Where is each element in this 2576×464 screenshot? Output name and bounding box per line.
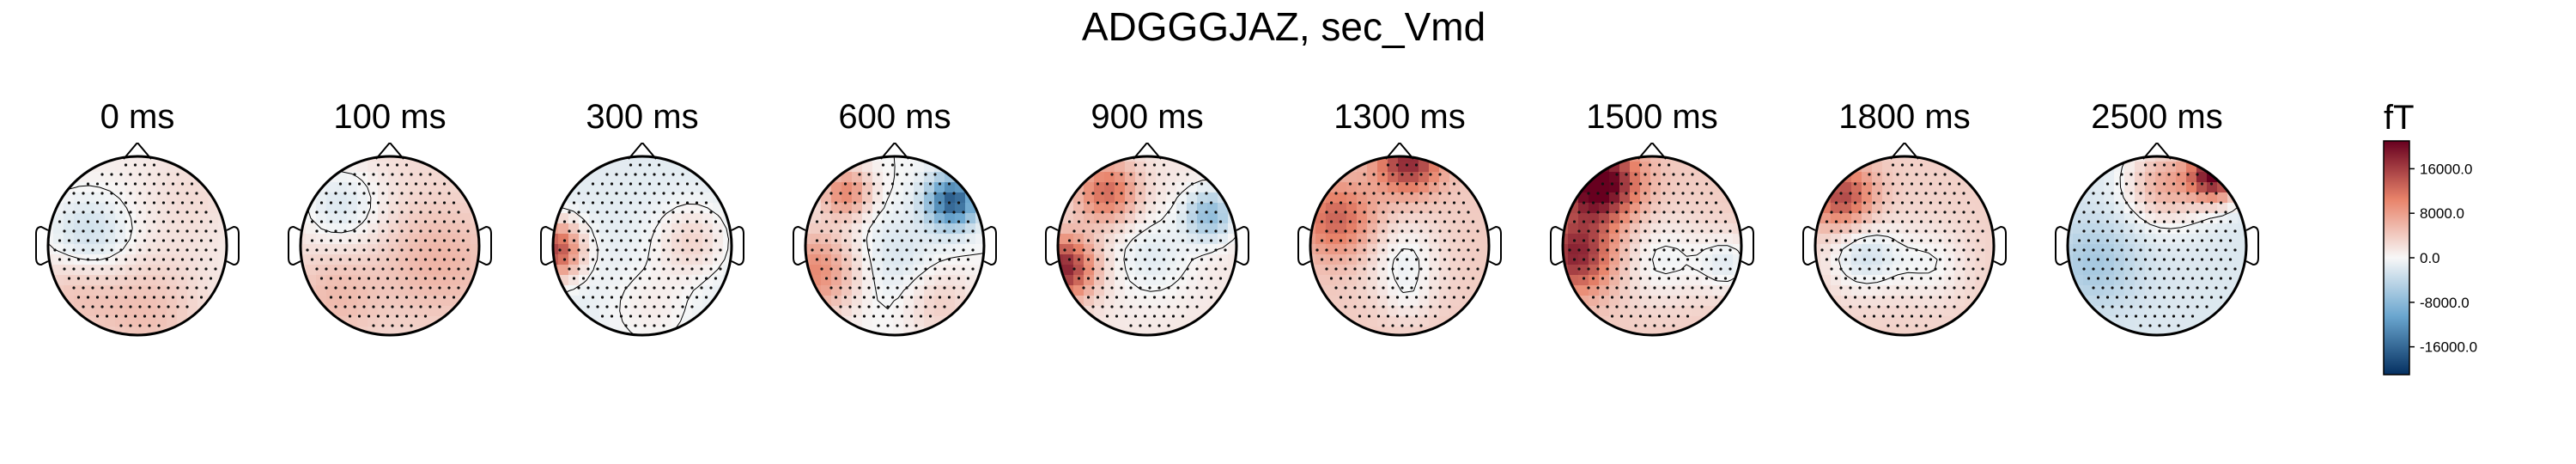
topomap-head (540, 143, 744, 337)
nose-outline (1385, 143, 1414, 160)
figure-title: ADGGGJAZ, sec_Vmd (1081, 4, 1486, 49)
head-outline (551, 155, 733, 337)
left-ear-outline (793, 225, 806, 266)
topomap-time-label: 2500 ms (2091, 98, 2223, 136)
right-ear-outline (1741, 225, 1754, 266)
left-ear-outline (1045, 225, 1059, 266)
topomap-0-ms: 0 ms (26, 93, 249, 368)
nose-outline (1890, 143, 1919, 160)
sensor-dots (1568, 163, 1732, 327)
head-outline (2066, 155, 2248, 337)
colorbar-gradient (2383, 140, 2410, 375)
topomap-head (793, 143, 997, 337)
colorbar: 16000.0 8000.0 0.0 -8000.0 -16000.0 (2383, 140, 2477, 375)
head-outline (1309, 155, 1491, 337)
left-ear-outline (1297, 225, 1311, 266)
topomap-time-label: 0 ms (100, 98, 175, 136)
topomap-time-label: 1300 ms (1334, 98, 1466, 136)
topomap-1800-ms: 1800 ms (1793, 93, 2016, 368)
topomap-2500-ms: 2500 ms (2045, 93, 2269, 368)
topomap-time-label: 100 ms (333, 98, 447, 136)
left-ear-outline (2055, 225, 2069, 266)
left-ear-outline (35, 225, 49, 266)
right-ear-outline (2245, 225, 2259, 266)
topomap-1300-ms: 1300 ms (1288, 93, 1511, 368)
topomap-head (1297, 143, 1502, 337)
topomap-600-ms: 600 ms (783, 93, 1006, 368)
nose-outline (123, 143, 152, 160)
sensor-dots (558, 163, 722, 327)
left-ear-outline (1550, 225, 1564, 266)
sensor-dots (2073, 163, 2237, 327)
topomap-time-label: 300 ms (586, 98, 699, 136)
head-outline (1814, 155, 1996, 337)
topomap-100-ms: 100 ms (278, 93, 501, 368)
topomap-zero-contour (1838, 235, 1938, 284)
right-ear-outline (731, 225, 744, 266)
topomap-head (2055, 143, 2259, 337)
topomap-time-label: 1500 ms (1586, 98, 1718, 136)
topomap-head (1045, 143, 1249, 337)
nose-outline (880, 143, 909, 160)
right-ear-outline (1993, 225, 2007, 266)
sensor-dots (811, 163, 975, 327)
left-ear-outline (1802, 225, 1816, 266)
colorbar-tick-label: -8000.0 (2420, 295, 2470, 311)
left-ear-outline (288, 225, 301, 266)
topomap-900-ms: 900 ms (1036, 93, 1259, 368)
colorbar-tick-label: 8000.0 (2420, 205, 2464, 222)
head-outline (299, 155, 481, 337)
right-ear-outline (478, 225, 492, 266)
right-ear-outline (1488, 225, 1502, 266)
topomap-head (1802, 143, 2007, 337)
topomap-300-ms: 300 ms (531, 93, 754, 368)
topomap-1500-ms: 1500 ms (1540, 93, 1764, 368)
topomap-head (1550, 143, 1754, 337)
colorbar-tick-label: 16000.0 (2420, 161, 2472, 177)
head-outline (1561, 155, 1743, 337)
topomap-time-label: 600 ms (838, 98, 951, 136)
nose-outline (375, 143, 404, 160)
nose-outline (2142, 143, 2172, 160)
sensor-dots (53, 163, 217, 327)
topomap-head (35, 143, 240, 337)
nose-outline (628, 143, 657, 160)
head-outline (804, 155, 986, 337)
colorbar-unit-label: fT (2384, 99, 2415, 137)
nose-outline (1637, 143, 1667, 160)
right-ear-outline (1236, 225, 1249, 266)
topomap-head (288, 143, 492, 337)
head-outline (1056, 155, 1238, 337)
right-ear-outline (983, 225, 997, 266)
topomap-time-label: 900 ms (1091, 98, 1204, 136)
sensor-dots (1315, 163, 1479, 327)
sensor-dots (1820, 163, 1984, 327)
topomap-field (301, 156, 479, 335)
sensor-dots (1063, 163, 1227, 327)
colorbar-tick-label: -16000.0 (2420, 339, 2477, 356)
sensor-dots (306, 163, 470, 327)
right-ear-outline (226, 225, 240, 266)
topomap-time-label: 1800 ms (1838, 98, 1971, 136)
left-ear-outline (540, 225, 554, 266)
head-outline (46, 155, 228, 337)
colorbar-tick-label: 0.0 (2420, 250, 2440, 266)
nose-outline (1133, 143, 1162, 160)
